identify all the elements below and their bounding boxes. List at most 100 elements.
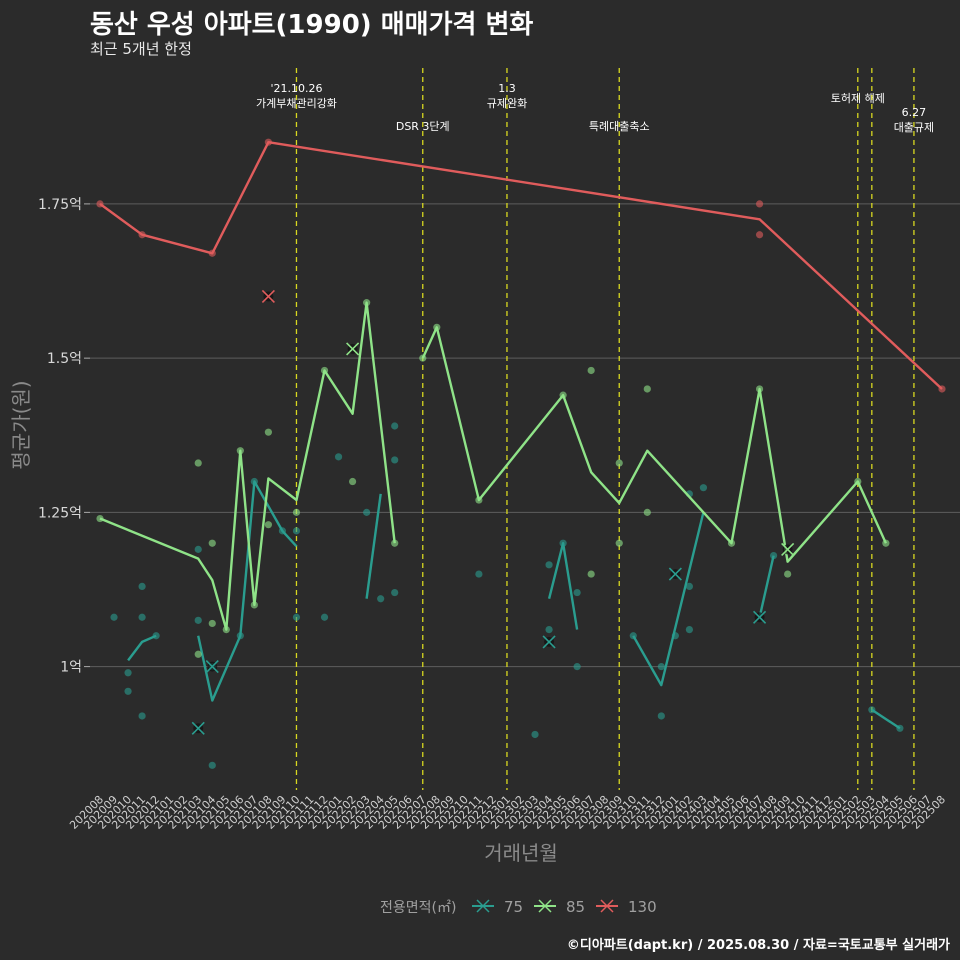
data-point-130 <box>755 231 764 239</box>
cross-point-85 <box>346 342 360 356</box>
series-line-130 <box>99 141 943 390</box>
cross-point-75 <box>753 610 767 624</box>
chart-subtitle: 최근 5개년 한정 <box>90 40 192 58</box>
data-point-85 <box>784 570 792 578</box>
event-annotation: 1.3 <box>498 82 516 95</box>
data-point-85 <box>264 521 272 529</box>
data-point-75 <box>475 570 483 578</box>
data-point-75 <box>657 663 665 671</box>
data-point-75 <box>699 484 708 492</box>
series-line-75 <box>547 542 579 630</box>
series-line-75 <box>632 512 705 687</box>
legend-swatch-cross-130 <box>600 899 614 913</box>
data-point-75 <box>208 761 216 769</box>
data-point-75 <box>573 588 581 597</box>
data-point-85 <box>292 508 301 516</box>
data-point-130 <box>755 200 764 208</box>
data-point-85 <box>96 514 104 523</box>
data-point-75 <box>334 453 343 461</box>
data-point-75 <box>545 561 553 569</box>
data-point-75 <box>657 712 665 720</box>
event-annotation: '21.10.26 <box>270 82 322 95</box>
data-point-85 <box>419 354 427 362</box>
data-point-85 <box>587 366 595 375</box>
data-point-85 <box>615 459 623 467</box>
data-point-75 <box>292 613 301 621</box>
data-point-75 <box>320 613 329 621</box>
data-point-75 <box>363 508 371 516</box>
data-point-85 <box>363 299 371 307</box>
data-point-75 <box>138 613 146 621</box>
legend-swatch-cross-85 <box>538 899 552 913</box>
series-line-85 <box>99 301 396 631</box>
data-point-85 <box>236 447 244 455</box>
data-point-85 <box>208 619 216 628</box>
y-tick-label: 1.25억 <box>38 505 82 521</box>
data-point-75 <box>250 477 258 486</box>
event-annotation: 대출규제 <box>894 121 934 134</box>
chart-title: 동산 우성 아파트(1990) 매매가격 변화 <box>90 10 534 40</box>
cross-point-75 <box>542 635 556 649</box>
event-annotation: 규제완화 <box>487 97 527 110</box>
data-point-75 <box>391 588 399 597</box>
data-point-85 <box>475 496 483 504</box>
legend-title: 전용면적(㎡) <box>380 900 456 916</box>
data-point-75 <box>559 539 567 547</box>
data-point-85 <box>433 323 441 331</box>
data-point-75 <box>391 456 399 464</box>
data-point-75 <box>138 712 146 720</box>
data-point-75 <box>770 551 778 560</box>
data-point-75 <box>896 724 904 732</box>
data-point-130 <box>264 138 272 146</box>
data-point-75 <box>531 730 539 739</box>
data-point-75 <box>671 632 679 640</box>
data-point-75 <box>391 422 399 430</box>
data-point-85 <box>194 459 202 467</box>
cross-point-75 <box>191 721 205 735</box>
data-point-75 <box>194 545 202 553</box>
event-annotation: 가계부채관리강화 <box>256 97 337 110</box>
legend-swatch-cross-75 <box>476 899 490 913</box>
legend-label-75: 75 <box>504 898 523 916</box>
series-line-85 <box>421 326 887 563</box>
event-annotation: 특례대출축소 <box>589 120 650 133</box>
data-point-75 <box>573 663 581 671</box>
cross-point-75 <box>668 567 682 581</box>
cross-point-130 <box>261 289 275 304</box>
data-point-85 <box>587 570 595 578</box>
series-line-75 <box>127 634 157 662</box>
data-point-130 <box>138 231 146 239</box>
series-line-75 <box>365 493 382 599</box>
y-tick-label: 1억 <box>60 660 82 676</box>
data-point-75 <box>152 632 160 640</box>
data-point-85 <box>643 385 651 393</box>
data-point-85 <box>320 366 329 375</box>
legend-label-130: 130 <box>628 898 657 916</box>
data-point-85 <box>349 477 357 486</box>
data-point-75 <box>545 625 553 634</box>
data-point-130 <box>208 249 216 257</box>
event-annotation: DSR 3단계 <box>396 120 450 133</box>
data-point-75 <box>685 582 694 591</box>
data-point-75 <box>138 582 146 591</box>
data-point-75 <box>685 625 694 634</box>
cross-point-75 <box>205 660 219 674</box>
data-point-75 <box>278 527 287 535</box>
data-point-85 <box>854 477 862 486</box>
data-point-75 <box>124 669 132 677</box>
data-point-85 <box>643 508 651 516</box>
data-point-75 <box>629 632 637 640</box>
data-point-85 <box>559 391 567 399</box>
data-point-85 <box>208 539 216 547</box>
data-point-75 <box>377 595 385 603</box>
event-annotation: 6.27 <box>902 106 927 119</box>
data-point-75 <box>868 706 876 714</box>
cross-point-85 <box>781 542 795 556</box>
data-point-75 <box>194 616 202 624</box>
data-point-85 <box>882 539 890 547</box>
series-line-75 <box>871 708 901 730</box>
data-point-85 <box>264 428 272 436</box>
data-point-85 <box>391 539 399 547</box>
series-line-75 <box>758 555 775 618</box>
